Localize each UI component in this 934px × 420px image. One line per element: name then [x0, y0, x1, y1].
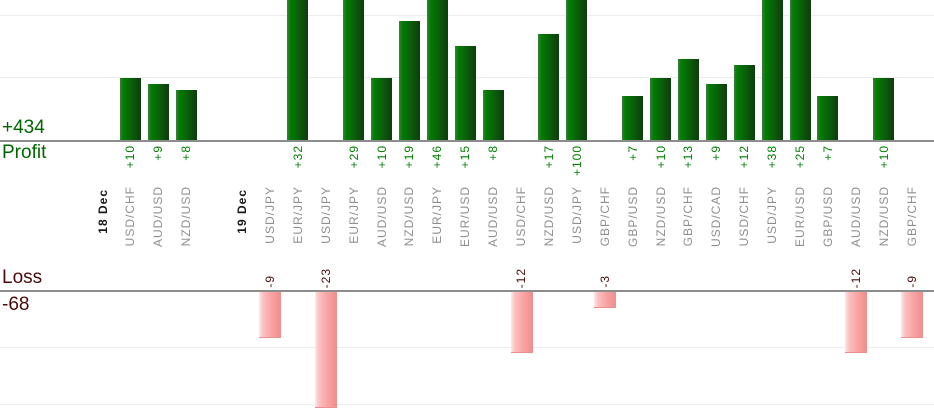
pair-label: USD/JPY — [765, 186, 780, 244]
loss-value-label: -12 — [848, 267, 863, 288]
loss-gridline — [0, 404, 934, 405]
pair-label: EUR/JPY — [430, 186, 445, 244]
profit-value-label: +25 — [793, 145, 807, 169]
profit-value-label: +32 — [290, 145, 305, 169]
pair-label: NZD/USD — [876, 186, 891, 247]
pair-label: AUD/USD — [374, 186, 389, 248]
profit-bar — [343, 0, 365, 140]
profit-bar — [873, 77, 895, 140]
loss-bar — [901, 292, 924, 338]
pair-label: AUD/USD — [151, 186, 166, 248]
profit-value-label: +8 — [179, 145, 194, 161]
pair-label: GBP/USD — [820, 186, 835, 248]
pair-label: GBP/CHF — [597, 186, 612, 247]
pair-label: EUR/USD — [793, 186, 807, 248]
profit-value-label: +10 — [374, 145, 389, 169]
loss-value-label: -9 — [262, 275, 277, 288]
pair-label: EUR/JPY — [346, 186, 361, 244]
date-label: 18 Dec — [95, 189, 110, 234]
loss-total-value: -68 — [2, 294, 30, 315]
pair-label: GBP/CHF — [681, 186, 696, 247]
pair-label: NZD/USD — [653, 186, 668, 247]
pair-label: USD/CHF — [123, 186, 138, 247]
profit-bar — [371, 77, 392, 140]
date-label: 19 Dec — [235, 189, 249, 234]
profit-value-label: +10 — [876, 145, 891, 169]
profit-bar — [817, 96, 839, 140]
profit-value-label: +7 — [625, 145, 640, 161]
profit-bar — [175, 90, 197, 140]
pair-label: NZD/USD — [541, 186, 556, 247]
loss-bar — [510, 292, 533, 353]
loss-axis-line — [0, 290, 934, 292]
loss-value-label: -12 — [514, 267, 528, 288]
profit-bar — [287, 0, 309, 140]
profit-bar — [482, 90, 504, 140]
loss-bar — [845, 292, 868, 353]
profit-value-label: +8 — [486, 145, 501, 161]
pair-label: GBP/CHF — [904, 186, 919, 247]
pair-label: USD/JPY — [318, 186, 333, 244]
pair-label: GBP/USD — [625, 186, 640, 248]
profit-value-label: +38 — [765, 145, 780, 169]
loss-value-label: -23 — [318, 267, 333, 288]
profit-bar — [119, 77, 141, 140]
profit-bar — [454, 46, 476, 140]
profit-bar — [705, 83, 727, 140]
pair-label: USD/CAD — [709, 186, 724, 248]
profit-value-label: +10 — [653, 145, 668, 169]
profit-bar — [622, 96, 644, 140]
loss-axis-title: Loss — [2, 267, 43, 288]
profit-bar — [677, 58, 699, 140]
pair-label: EUR/JPY — [290, 186, 305, 244]
profit-axis-line — [0, 140, 934, 142]
pair-label: USD/JPY — [569, 186, 584, 244]
profit-bar — [650, 77, 671, 140]
profit-bar — [538, 33, 560, 140]
pair-label: USD/CHF — [514, 186, 528, 247]
pair-label: USD/CHF — [737, 186, 752, 247]
profit-bar — [789, 0, 811, 140]
profit-bar — [566, 0, 588, 140]
profit-value-label: +29 — [346, 145, 361, 169]
profit-value-label: +10 — [123, 145, 138, 169]
pair-label: AUD/USD — [486, 186, 501, 248]
pair-label: NZD/USD — [179, 186, 194, 247]
profit-value-label: +13 — [681, 145, 696, 169]
profit-bar — [733, 65, 755, 140]
profit-bar — [147, 83, 169, 140]
pair-label: EUR/USD — [458, 186, 473, 248]
pair-label: AUD/USD — [848, 186, 863, 248]
profit-value-label: +7 — [820, 145, 835, 161]
profit-gridline — [0, 15, 934, 16]
profit-value-label: +9 — [709, 145, 724, 161]
profit-value-label: +12 — [737, 145, 752, 169]
profit-bar — [761, 0, 783, 140]
profit-value-label: +46 — [430, 145, 445, 169]
profit-bar — [398, 21, 420, 140]
profit-value-label: +100 — [569, 145, 584, 177]
profit-value-label: +9 — [151, 145, 166, 161]
loss-bar — [594, 292, 617, 308]
loss-gridline — [0, 347, 934, 348]
loss-bar — [315, 292, 338, 408]
profit-bar — [426, 0, 448, 140]
loss-value-label: -9 — [904, 275, 919, 288]
loss-bar — [259, 292, 282, 338]
profit-axis-title: Profit — [2, 142, 47, 163]
profit-value-label: +15 — [458, 145, 473, 169]
loss-value-label: -3 — [597, 275, 612, 288]
pair-label: USD/JPY — [262, 186, 277, 244]
profit-value-label: +19 — [402, 145, 417, 169]
profit-total-value: +434 — [2, 117, 45, 138]
pair-label: NZD/USD — [402, 186, 417, 247]
profit-value-label: +17 — [541, 145, 556, 169]
